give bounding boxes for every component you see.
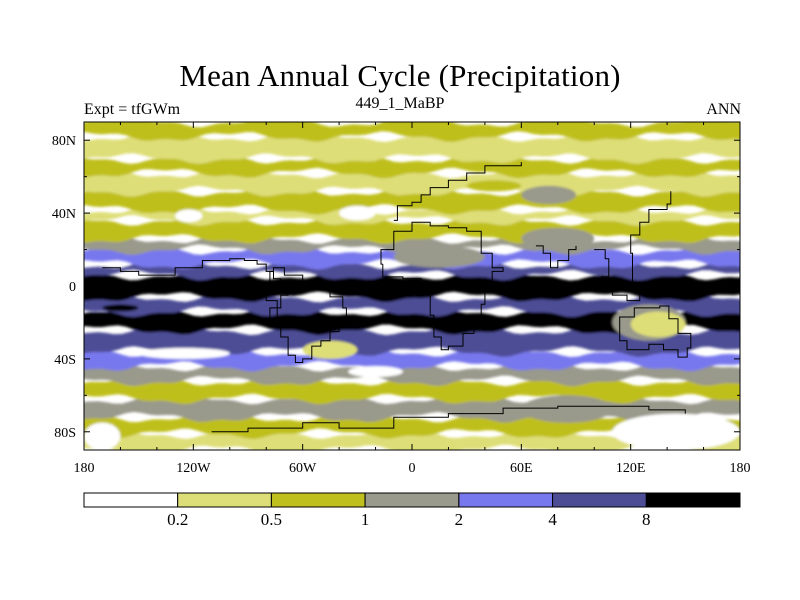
coastline-antarctica [211,405,686,433]
precipitation-field [84,122,740,450]
field-feature [138,347,230,359]
coastline-india [535,245,577,269]
colorbar-swatch [270,492,366,508]
field-feature [84,422,121,450]
coastline-asia-east [594,191,672,302]
axis-ticks: 180 120W 60W 0 60E 120E 180 80N 40N 0 40S 80S [52,122,751,476]
colorbar-swatch [458,492,554,508]
colorbar-swatch [177,492,272,508]
field-band [84,324,740,357]
field-feature [521,227,595,250]
chart-title: Mean Annual Cycle (Precipitation) [179,58,621,93]
colorbar-label: 4 [548,510,557,529]
x-tick-label: 60W [289,461,317,476]
colorbar-label: 8 [642,510,651,529]
field-feature [175,209,203,223]
field-band [84,153,740,179]
field-feature [521,185,576,204]
colorbar-label: 1 [361,510,370,529]
field-feature [466,180,522,192]
coastline-europe [393,162,522,221]
field-feature [339,205,376,221]
colorbar-swatch [645,492,741,508]
colorbar-label: 0.5 [261,510,282,529]
x-tick-label: 180 [730,461,751,476]
colorbar-label: 2 [455,510,464,529]
plot-area [84,122,740,450]
y-tick-label: 0 [69,280,76,295]
field-feature [348,366,403,378]
coastline-north-america [102,258,289,323]
x-tick-label: 60E [510,461,533,476]
season-label: ANN [706,101,741,118]
field-feature [302,340,358,359]
x-tick-label: 120W [176,461,211,476]
coastline-australia [619,305,692,358]
y-tick-label: 80N [52,134,76,149]
field-feature [630,311,686,338]
field-feature [521,395,613,423]
field-feature [393,245,485,268]
field-feature [102,304,139,312]
x-tick-label: 120E [616,461,646,476]
x-tick-label: 0 [409,461,416,476]
coastline-south-america [265,267,347,363]
colorbar-swatch [552,492,647,508]
coastline-layer [102,162,692,433]
colorbar-swatch [83,492,179,508]
field-band [84,346,740,372]
y-tick-label: 80S [54,426,76,441]
y-tick-label: 40N [52,207,76,222]
experiment-label: Expt = tfGWm [84,101,181,118]
field-band [84,122,740,142]
coastline-africa [380,221,504,351]
colorbar: 0.2 0.5 1 2 4 8 [83,492,741,529]
run-label: 449_1_MaBP [355,95,445,112]
colorbar-swatch [364,492,460,508]
field-band [84,269,740,303]
x-tick-label: 180 [74,461,95,476]
colorbar-label: 0.2 [167,510,188,529]
y-tick-label: 40S [54,353,76,368]
field-feature [612,413,740,450]
